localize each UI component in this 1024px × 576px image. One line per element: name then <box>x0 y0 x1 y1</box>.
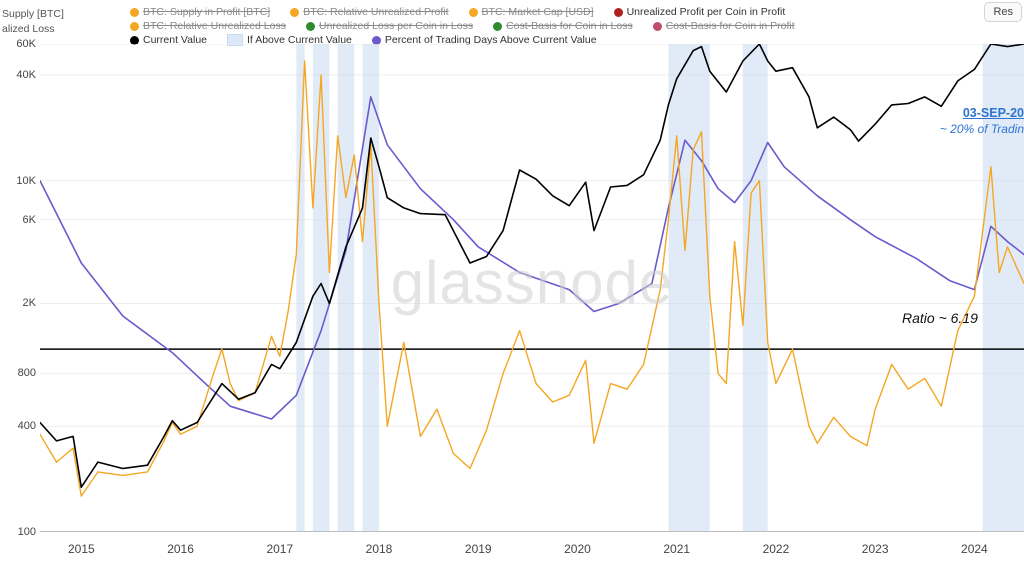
legend-item[interactable]: BTC: Relative Unrealized Loss <box>130 20 286 32</box>
legend-item[interactable]: Cost-Basis for Coin in Profit <box>653 20 795 32</box>
legend-label: Unrealized Profit per Coin in Profit <box>627 6 786 18</box>
x-tick-label: 2018 <box>366 542 393 556</box>
legend-swatch <box>493 22 502 31</box>
legend-item[interactable]: Cost-Basis for Coin in Loss <box>493 20 633 32</box>
y-tick-label: 2K <box>23 297 36 309</box>
y-tick-label: 400 <box>18 420 36 432</box>
legend-row: BTC: Supply in Profit [BTC] BTC: Relative… <box>130 6 1024 18</box>
legend-swatch <box>130 8 139 17</box>
legend-label: Cost-Basis for Coin in Loss <box>506 20 633 32</box>
x-tick-label: 2021 <box>663 542 690 556</box>
legend-label: Cost-Basis for Coin in Profit <box>666 20 795 32</box>
legend-item[interactable]: BTC: Supply in Profit [BTC] <box>130 6 270 18</box>
x-tick-label: 2016 <box>167 542 194 556</box>
date-annotation: 03-SEP-20 <box>963 106 1024 120</box>
legend-label: BTC: Relative Unrealized Loss <box>143 20 286 32</box>
legend-swatch <box>130 22 139 31</box>
legend-label: BTC: Relative Unrealized Profit <box>303 6 448 18</box>
x-tick-label: 2017 <box>266 542 293 556</box>
legend-item[interactable]: Unrealized Loss per Coin in Loss <box>306 20 473 32</box>
x-tick-label: 2024 <box>961 542 988 556</box>
legend-item[interactable]: Unrealized Profit per Coin in Profit <box>614 6 786 18</box>
legend-row: BTC: Relative Unrealized Loss Unrealized … <box>130 20 1024 32</box>
plot-area: glassnode Ratio ~ 6.19 <box>40 44 1024 532</box>
x-tick-label: 2015 <box>68 542 95 556</box>
legend-label: Unrealized Loss per Coin in Loss <box>319 20 473 32</box>
x-tick-label: 2020 <box>564 542 591 556</box>
legend-item[interactable]: BTC: Market Cap [USD] <box>469 6 594 18</box>
legend-swatch <box>653 22 662 31</box>
legend-swatch <box>614 8 623 17</box>
y-tick-label: 800 <box>18 367 36 379</box>
y-tick-label: 6K <box>23 214 36 226</box>
chart-root: Supply [BTC] alized Loss Res BTC: Supply… <box>0 0 1024 576</box>
legend-swatch <box>306 22 315 31</box>
legend-swatch <box>290 8 299 17</box>
x-axis: 2015 2016 2017 2018 2019 2020 2021 2022 2023 2024 <box>40 536 1024 560</box>
plot-svg <box>40 44 1024 532</box>
x-tick-label: 2023 <box>862 542 889 556</box>
y-tick-label: 60K <box>16 38 36 50</box>
legend-label: BTC: Market Cap [USD] <box>482 6 594 18</box>
ratio-annotation: Ratio ~ 6.19 <box>902 310 978 326</box>
x-tick-label: 2022 <box>763 542 790 556</box>
legend-swatch <box>469 8 478 17</box>
legend: BTC: Supply in Profit [BTC] BTC: Relative… <box>0 6 1024 48</box>
legend-label: BTC: Supply in Profit [BTC] <box>143 6 270 18</box>
y-tick-label: 100 <box>18 526 36 538</box>
y-tick-label: 40K <box>16 69 36 81</box>
x-tick-label: 2019 <box>465 542 492 556</box>
y-tick-label: 10K <box>16 175 36 187</box>
y-axis: 1004008002K6K10K40K60K <box>0 44 38 532</box>
date-sub-annotation: ~ 20% of Tradin <box>940 122 1024 136</box>
legend-item[interactable]: BTC: Relative Unrealized Profit <box>290 6 448 18</box>
